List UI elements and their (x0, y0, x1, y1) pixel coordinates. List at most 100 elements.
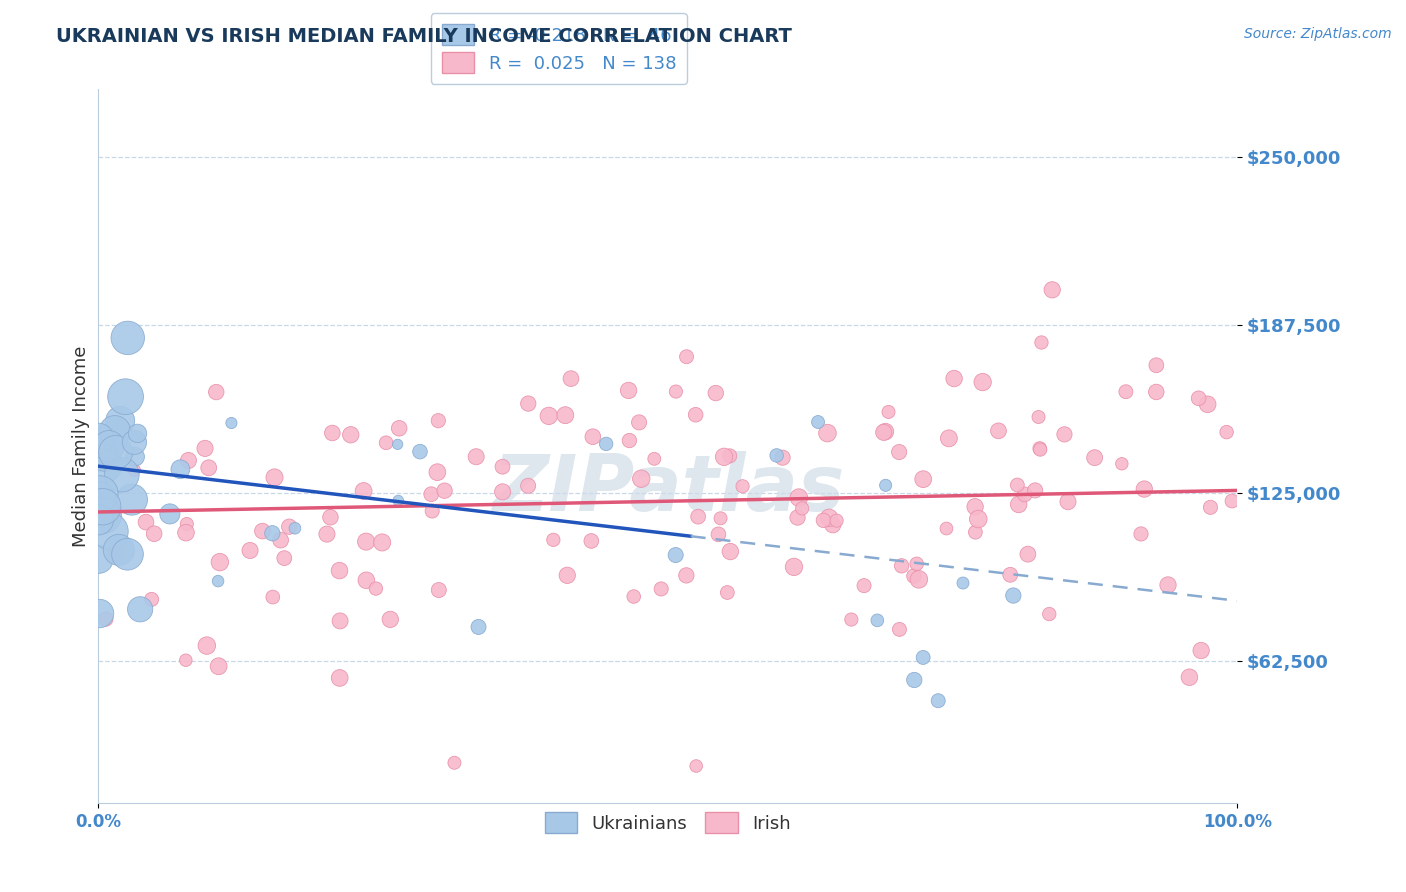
Point (943, 371, 966, 385)
Point (675, 568, 697, 582)
Point (903, 673, 925, 687)
Point (427, 582, 450, 597)
Point (537, 409, 560, 423)
Point (875, 478, 897, 492)
Legend: Ukrainians, Irish: Ukrainians, Irish (537, 805, 799, 840)
Point (93, 450, 115, 464)
Point (174, 525, 197, 540)
Point (321, 425, 343, 440)
Point (205, 385, 228, 400)
Point (912, 472, 935, 486)
Point (89, 607, 111, 621)
Point (143, 526, 166, 541)
Point (108, 414, 131, 428)
Point (866, 613, 889, 627)
Point (122, 463, 145, 477)
Point (353, 483, 375, 498)
Point (104, 445, 127, 459)
Point (465, 450, 488, 464)
Point (387, 437, 409, 451)
Point (1197, 397, 1219, 411)
Point (628, 416, 651, 430)
Text: Source: ZipAtlas.com: Source: ZipAtlas.com (1244, 27, 1392, 41)
Point (380, 612, 402, 626)
Point (98, 524, 121, 539)
Point (433, 483, 456, 498)
Point (554, 408, 576, 422)
Text: UKRAINIAN VS IRISH MEDIAN FAMILY INCOME CORRELATION CHART: UKRAINIAN VS IRISH MEDIAN FAMILY INCOME … (56, 27, 792, 45)
Point (427, 414, 450, 428)
Point (1014, 487, 1036, 501)
Point (685, 759, 707, 773)
Point (821, 517, 844, 532)
Point (97, 439, 120, 453)
Point (356, 574, 378, 588)
Point (581, 533, 603, 548)
Point (364, 582, 387, 596)
Point (889, 445, 911, 459)
Point (388, 421, 411, 435)
Point (1029, 442, 1052, 457)
Point (786, 510, 808, 524)
Point (208, 555, 231, 569)
Point (1053, 427, 1076, 442)
Point (825, 514, 848, 528)
Point (94, 612, 117, 626)
Point (1115, 384, 1137, 399)
Point (1057, 494, 1080, 508)
Point (221, 416, 243, 430)
Point (707, 527, 730, 541)
Point (619, 434, 641, 448)
Point (772, 450, 794, 465)
Point (688, 509, 710, 524)
Point (877, 405, 900, 419)
Point (239, 543, 262, 558)
Point (818, 510, 841, 524)
Point (252, 524, 274, 538)
Point (1038, 607, 1060, 621)
Point (117, 547, 139, 561)
Point (207, 574, 229, 588)
Text: ZIPatlas: ZIPatlas (492, 450, 844, 527)
Point (273, 551, 295, 566)
Point (987, 424, 1010, 438)
Point (96, 457, 118, 471)
Point (965, 525, 987, 540)
Point (104, 425, 127, 439)
Point (1007, 478, 1029, 492)
Point (105, 547, 128, 561)
Point (903, 569, 925, 583)
Point (371, 535, 394, 549)
Point (952, 576, 974, 591)
Point (908, 573, 931, 587)
Point (87, 432, 110, 446)
Point (207, 659, 229, 673)
Point (716, 585, 738, 599)
Point (278, 519, 301, 533)
Point (420, 487, 443, 501)
Point (1028, 409, 1050, 424)
Point (426, 465, 449, 479)
Point (972, 375, 994, 389)
Point (124, 435, 146, 450)
Point (129, 602, 152, 616)
Point (675, 350, 697, 364)
Point (889, 623, 911, 637)
Point (1199, 500, 1222, 515)
Point (1002, 589, 1025, 603)
Point (1188, 391, 1211, 405)
Point (841, 613, 863, 627)
Point (517, 479, 540, 493)
Point (89, 491, 111, 506)
Point (783, 560, 806, 574)
Point (765, 449, 787, 463)
Point (262, 590, 284, 604)
Point (174, 653, 197, 667)
Point (665, 384, 688, 399)
Point (491, 484, 513, 499)
Point (87, 513, 110, 527)
Point (93, 508, 115, 523)
Point (197, 460, 219, 475)
Point (623, 590, 645, 604)
Point (467, 620, 489, 634)
